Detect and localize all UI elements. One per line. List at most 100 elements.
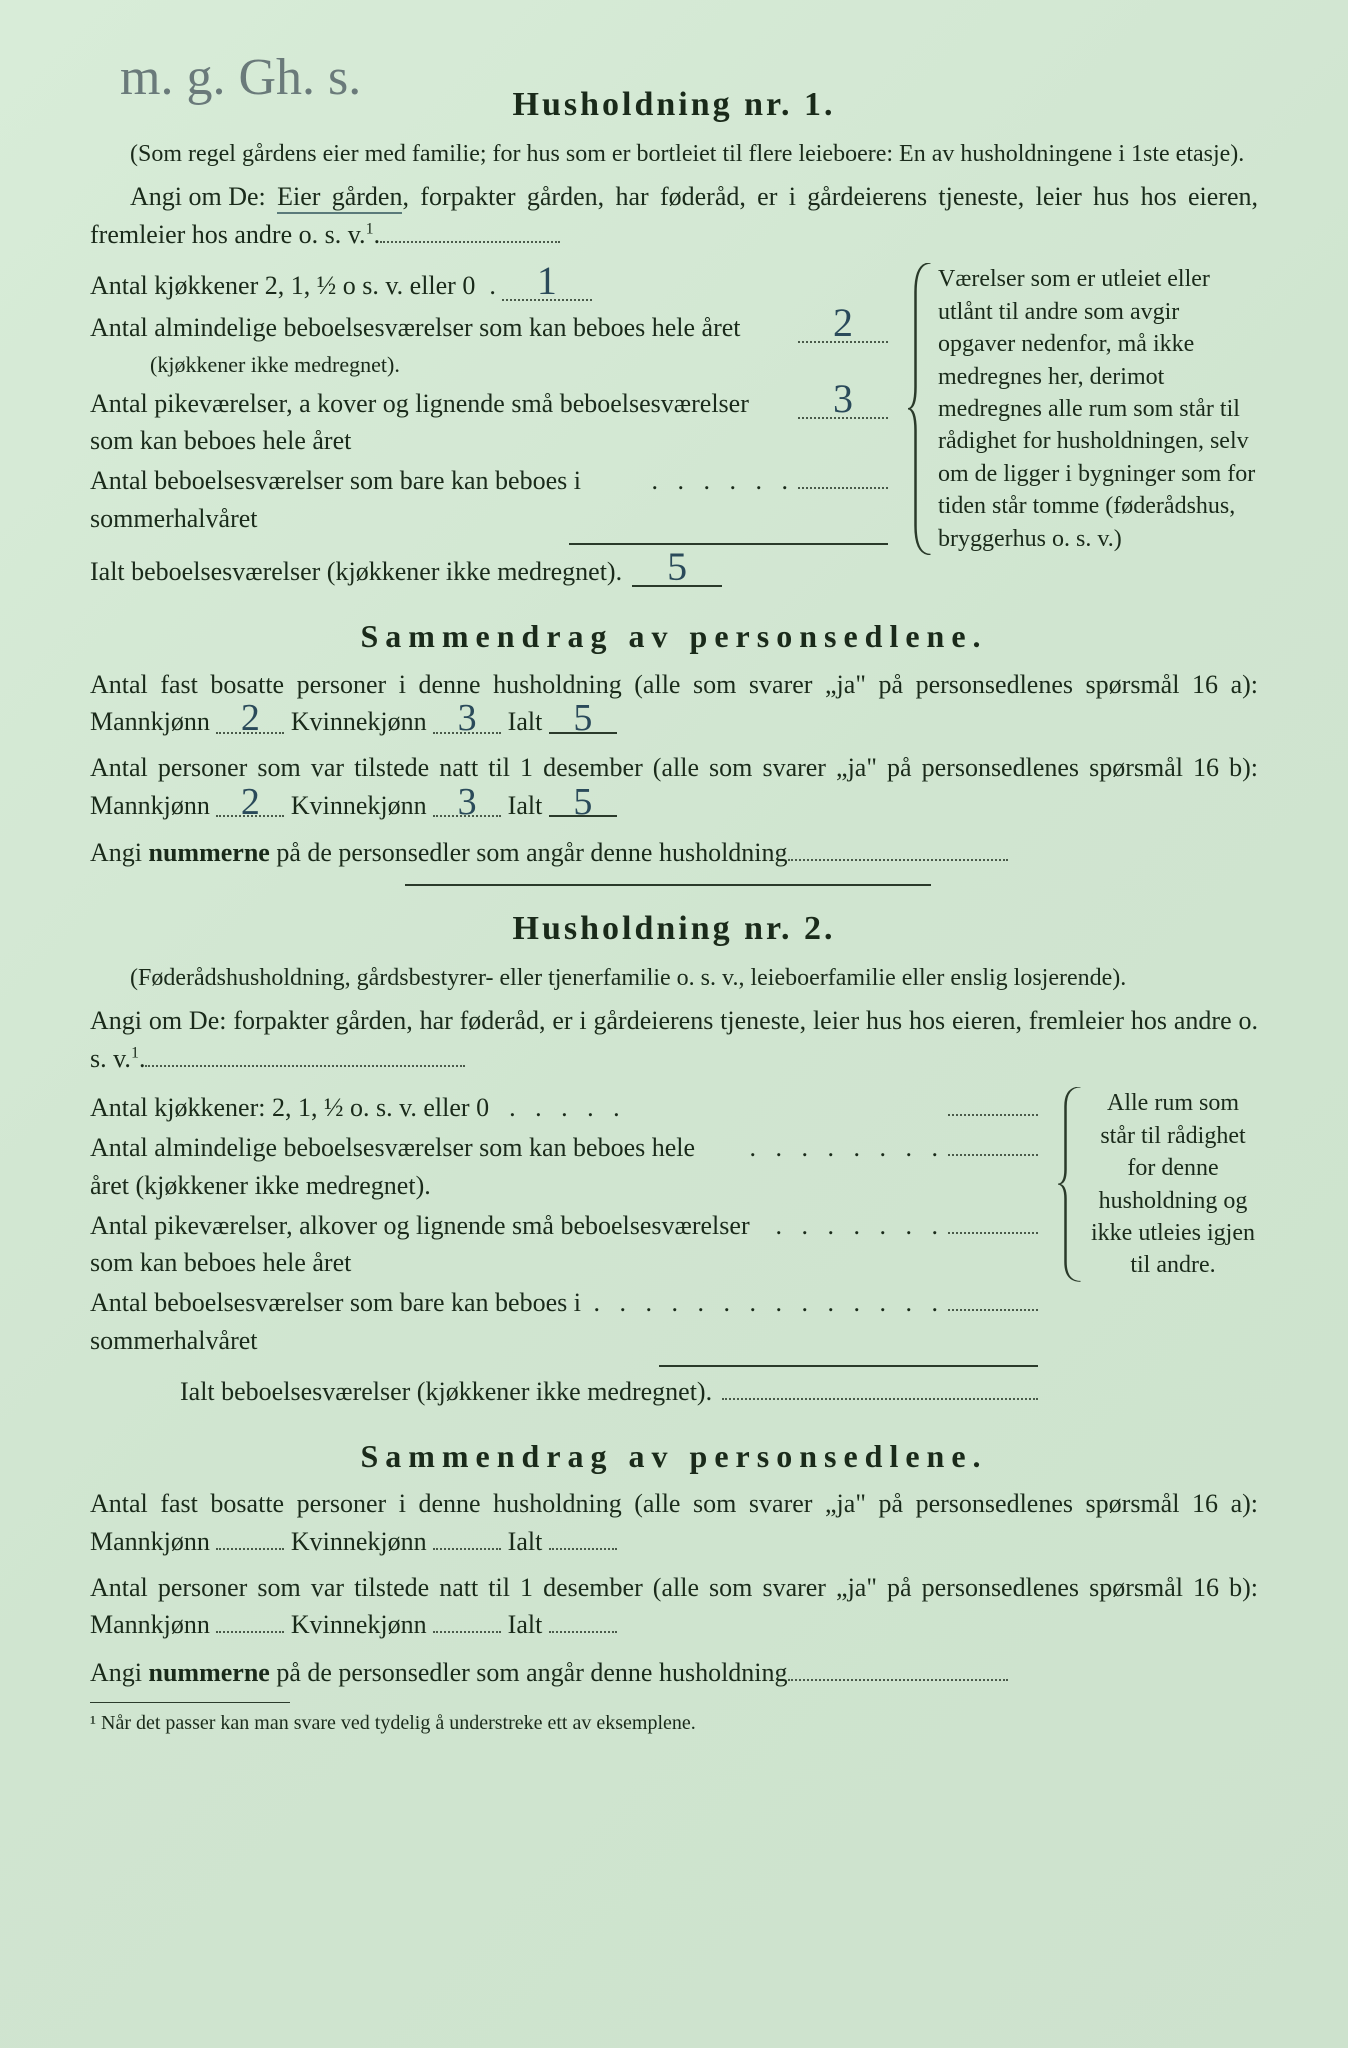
numbers2-a: Angi: [90, 1658, 149, 1687]
rooms-total-label: Ialt beboelsesværelser (kjøkkener ikke m…: [90, 553, 622, 591]
dot-spacer: . . . . . . . .: [740, 1129, 949, 1167]
present-total-label: Ialt: [508, 791, 543, 820]
rooms-summer2-row: Antal beboelsesværelser som bare kan beb…: [90, 1284, 1038, 1359]
present-k-label: Kvinnekjønn: [291, 791, 427, 820]
resident-total-label: Ialt: [508, 707, 543, 736]
dot-spacer: . . . . . . . . . . . . . .: [584, 1284, 949, 1322]
present-k: 3: [433, 789, 501, 818]
household2-rooms-block: Antal kjøkkener: 2, 1, ½ o. s. v. eller …: [90, 1087, 1258, 1413]
summary1-numbers: Angi nummerne på de personsedler som ang…: [90, 834, 1258, 872]
present2-m: [216, 1631, 284, 1633]
present2-k: [433, 1631, 501, 1633]
rooms-total-value: 5: [632, 551, 722, 587]
household2-title: Husholdning nr. 2.: [90, 904, 1258, 953]
dot-spacer: .: [475, 267, 502, 305]
household2-left: Antal kjøkkener: 2, 1, ½ o. s. v. eller …: [90, 1087, 1058, 1413]
resident-k-label: Kvinnekjønn: [291, 707, 427, 736]
rooms-ordinary2-label: Antal almindelige beboelsesværelser som …: [90, 1129, 740, 1204]
right-note2-text: Alle rum som står til rådighet for denne…: [1091, 1090, 1255, 1278]
present-total: 5: [549, 789, 617, 818]
rooms-summer-row: Antal beboelsesværelser som bare kan be­…: [90, 462, 888, 537]
numbers-blank: [788, 859, 1008, 861]
angi-underlined: Eier gården: [277, 182, 402, 214]
rooms-ordinary2-row: Antal almindelige beboelsesværelser som …: [90, 1129, 1038, 1204]
summary1-title: Sammendrag av personsedlene.: [90, 613, 1258, 659]
numbers-b: nummerne: [149, 838, 270, 867]
rooms-small-label: Antal pikeværelser, a kover og lignende …: [90, 385, 798, 460]
rooms-ordinary-sub: (kjøkkener ikke medregnet).: [90, 349, 888, 381]
footnote-ref2: 1: [131, 1044, 139, 1061]
dot-spacer: . . . . . . .: [766, 1207, 949, 1245]
rooms-ordinary2-value: [948, 1152, 1038, 1156]
kitchens-value: 1: [502, 265, 592, 301]
numbers-c: på de personsedler som angår denne husho…: [270, 838, 788, 867]
angi-blank: [380, 241, 560, 243]
household1-right-note: Værelser som er utleiet eller utlånt til…: [908, 263, 1258, 555]
household2-subtitle: (Føderådshusholdning, gårdsbestyrer- ell…: [90, 961, 1258, 996]
rooms-ordinary-label: Antal almindelige beboelsesværelser som …: [90, 309, 798, 347]
angi-prefix: Angi om De:: [90, 178, 266, 216]
summary2-present: Antal personer som var tilstede natt til…: [90, 1569, 1258, 1644]
numbers2-c: på de personsedler som angår denne husho…: [270, 1658, 788, 1687]
subtotal-rule2: [659, 1365, 1038, 1367]
handwritten-annotation: m. g. Gh. s.: [120, 40, 361, 115]
household1-subtitle: (Som regel gårdens eier med familie; for…: [90, 137, 1258, 172]
present2-total-label: Ialt: [508, 1610, 543, 1639]
dot-spacer: . . . . .: [489, 1089, 948, 1127]
resident-m: 2: [216, 705, 284, 734]
summary1-resident: Antal fast bosatte personer i denne hush…: [90, 666, 1258, 741]
household1-angi: Angi om De: Eier gården, forpakter gårde…: [90, 178, 1258, 253]
rooms-summer-value: [798, 485, 888, 489]
present-m: 2: [216, 789, 284, 818]
summary2-title: Sammendrag av personsedlene.: [90, 1433, 1258, 1479]
numbers2-blank: [788, 1679, 1008, 1681]
resident2-total-label: Ialt: [508, 1527, 543, 1556]
rooms-summer2-label: Antal beboelsesværelser som bare kan beb…: [90, 1284, 584, 1359]
resident2-m: [216, 1548, 284, 1550]
summary2-numbers: Angi nummerne på de personsedler som ang…: [90, 1654, 1258, 1692]
present2-text: Antal personer som var tilstede natt til…: [90, 1573, 1258, 1640]
household2-right-note: Alle rum som står til rådighet for denne…: [1058, 1087, 1258, 1281]
brace-icon: [908, 263, 933, 555]
angi-rest: , forpakter gården, har føderåd, er i gå…: [90, 182, 1258, 249]
household2-angi: Angi om De: forpakter gården, har føderå…: [90, 1002, 1258, 1077]
rooms-small-value: 3: [798, 383, 888, 419]
resident2-k-label: Kvinnekjønn: [291, 1527, 427, 1556]
rooms-total2-label: Ialt beboelsesværelser (kjøkkener ikke m…: [90, 1373, 712, 1411]
rooms-total-row: Ialt beboelsesværelser (kjøkkener ikke m…: [90, 551, 888, 591]
present2-k-label: Kvinnekjønn: [291, 1610, 427, 1639]
summary1-present: Antal personer som var tilstede natt til…: [90, 749, 1258, 824]
footnote-rule: [90, 1702, 290, 1703]
kitchens2-value: [948, 1112, 1038, 1116]
rooms-small-row: Antal pikeværelser, a kover og lignende …: [90, 383, 888, 460]
present2-total: [549, 1631, 617, 1633]
kitchens2-row: Antal kjøkkener: 2, 1, ½ o. s. v. eller …: [90, 1089, 1038, 1127]
footnote-text: ¹ Når det passer kan man svare ved tydel…: [90, 1709, 1258, 1738]
rooms-small2-value: [948, 1230, 1038, 1234]
rooms-ordinary-row: Antal almindelige beboelsesværelser som …: [90, 307, 888, 381]
resident-total: 5: [549, 705, 617, 734]
numbers-a: Angi: [90, 838, 149, 867]
document-page: m. g. Gh. s. Husholdning nr. 1. (Som reg…: [0, 0, 1348, 2048]
summary2-resident: Antal fast bosatte personer i denne hush…: [90, 1485, 1258, 1560]
footnote-ref: 1: [366, 220, 374, 237]
resident2-total: [549, 1548, 617, 1550]
section-rule: [405, 884, 931, 886]
dot-spacer: . . . . . .: [642, 462, 799, 500]
kitchens-label: Antal kjøkkener 2, 1, ½ o s. v. eller 0: [90, 267, 475, 305]
right-note-text: Værelser som er utleiet eller utlånt til…: [938, 266, 1255, 551]
rooms-summer2-value: [948, 1307, 1038, 1311]
rooms-small2-row: Antal pikeværelser, alkover og lignende …: [90, 1207, 1038, 1282]
rooms-total2-value: [722, 1396, 1038, 1400]
rooms-total2-row: Ialt beboelsesværelser (kjøkkener ikke m…: [90, 1373, 1038, 1411]
household1-rooms-block: Antal kjøkkener 2, 1, ½ o s. v. eller 0 …: [90, 263, 1258, 593]
household1-left: Antal kjøkkener 2, 1, ½ o s. v. eller 0 …: [90, 263, 908, 593]
brace-icon: [1058, 1087, 1083, 1281]
rooms-summer-label: Antal beboelsesværelser som bare kan be­…: [90, 462, 642, 537]
kitchens2-label: Antal kjøkkener: 2, 1, ½ o. s. v. eller …: [90, 1089, 489, 1127]
rooms-ordinary-value: 2: [798, 307, 888, 343]
angi2-text: Angi om De: forpakter gården, har føderå…: [90, 1006, 1258, 1073]
angi2-blank: [145, 1065, 465, 1067]
subtotal-rule: [569, 543, 888, 545]
rooms-small2-label: Antal pikeværelser, alkover og lignende …: [90, 1207, 766, 1282]
